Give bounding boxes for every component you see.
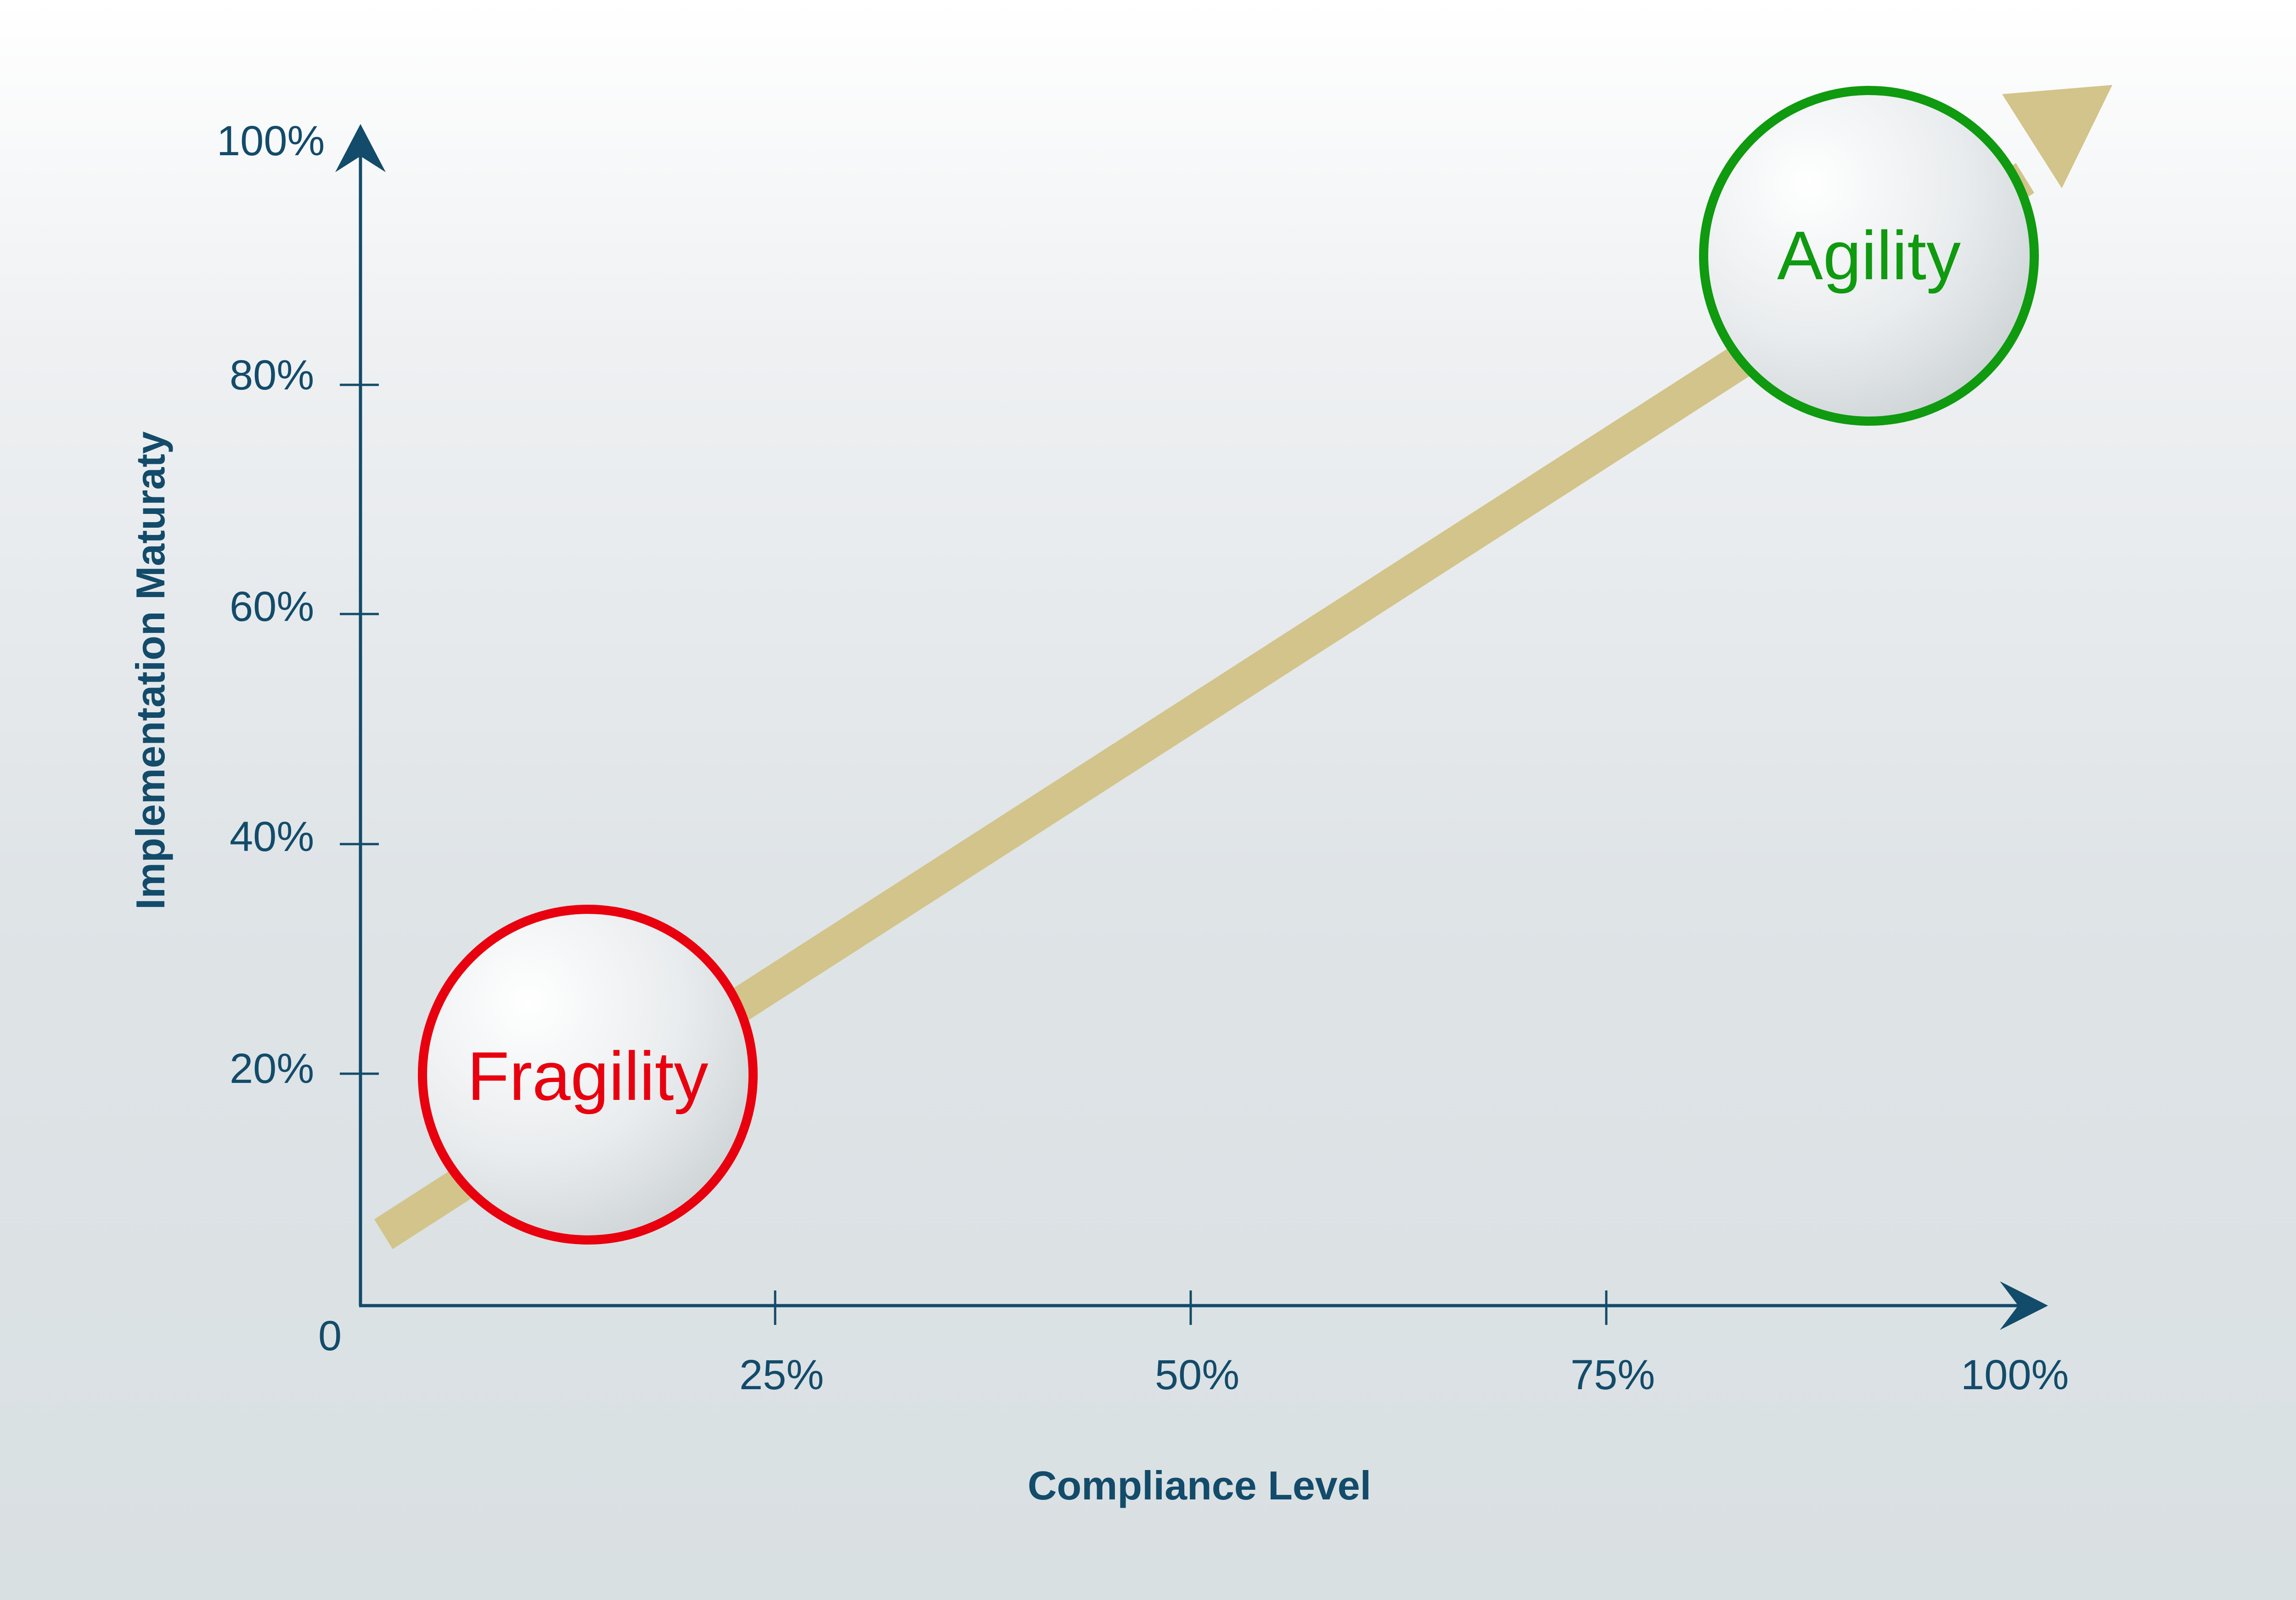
x-axis-title: Compliance Level <box>1028 1463 1371 1508</box>
agility-circle <box>1699 86 2039 426</box>
x-axis-arrowhead <box>2000 1281 2048 1330</box>
y-axis: 20% 40% 60% 80% 100% Implementation Matu… <box>128 118 386 1306</box>
x-tick-label: 100% <box>1961 1352 2069 1398</box>
y-tick-label: 40% <box>230 813 314 860</box>
y-tick-label: 100% <box>217 118 325 164</box>
trend-arrow-head <box>2002 85 2112 188</box>
y-tick-label: 60% <box>230 583 314 630</box>
y-axis-arrowhead <box>335 124 386 172</box>
x-axis: 0 25% 50% 75% 100% Compliance Level <box>318 1281 2069 1508</box>
x-tick-label: 25% <box>739 1352 824 1398</box>
origin-label: 0 <box>318 1313 342 1359</box>
fragility-label: Fragility <box>467 1037 708 1115</box>
y-tick-label: 80% <box>230 352 314 399</box>
trend-arrow <box>374 85 2112 1249</box>
fragility-circle <box>418 905 758 1245</box>
x-tick-label: 75% <box>1570 1352 1655 1398</box>
x-tick-label: 50% <box>1155 1352 1239 1398</box>
agility-node: Agility <box>1699 86 2039 426</box>
fragility-node: Fragility <box>418 905 758 1245</box>
y-axis-title: Implementation Maturaty <box>128 431 173 910</box>
y-tick-label: 20% <box>230 1045 314 1092</box>
trend-arrow-shaft <box>374 163 2034 1249</box>
agility-label: Agility <box>1777 217 1961 294</box>
